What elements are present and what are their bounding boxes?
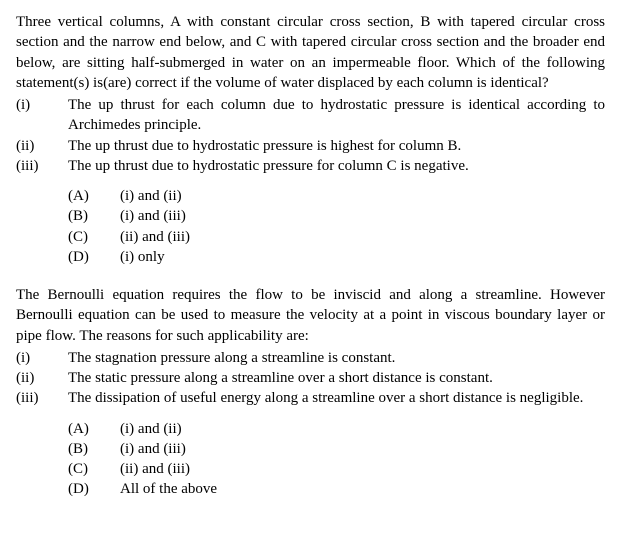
option-label: (C) — [68, 227, 120, 247]
option-row: (C) (ii) and (iii) — [68, 459, 605, 479]
option-text: All of the above — [120, 479, 217, 499]
statement-text: The dissipation of useful energy along a… — [68, 388, 605, 408]
option-label: (C) — [68, 459, 120, 479]
statement-label: (ii) — [16, 136, 68, 156]
option-text: (i) and (ii) — [120, 186, 182, 206]
question-1-options: (A) (i) and (ii) (B) (i) and (iii) (C) (… — [68, 186, 605, 267]
option-text: (i) only — [120, 247, 165, 267]
question-1: Three vertical columns, A with constant … — [16, 12, 605, 267]
option-text: (i) and (iii) — [120, 439, 186, 459]
option-text: (ii) and (iii) — [120, 227, 190, 247]
statement-text: The static pressure along a streamline o… — [68, 368, 605, 388]
statement-row: (iii) The up thrust due to hydrostatic p… — [16, 156, 605, 176]
option-text: (ii) and (iii) — [120, 459, 190, 479]
statement-row: (iii) The dissipation of useful energy a… — [16, 388, 605, 408]
option-row: (D) (i) only — [68, 247, 605, 267]
statement-row: (ii) The up thrust due to hydrostatic pr… — [16, 136, 605, 156]
option-row: (A) (i) and (ii) — [68, 419, 605, 439]
question-2-prompt: The Bernoulli equation requires the flow… — [16, 285, 605, 346]
statement-row: (ii) The static pressure along a streaml… — [16, 368, 605, 388]
option-label: (A) — [68, 419, 120, 439]
option-label: (B) — [68, 439, 120, 459]
option-row: (D) All of the above — [68, 479, 605, 499]
option-text: (i) and (ii) — [120, 419, 182, 439]
statement-label: (ii) — [16, 368, 68, 388]
option-label: (D) — [68, 247, 120, 267]
question-1-prompt: Three vertical columns, A with constant … — [16, 12, 605, 93]
statement-text: The up thrust due to hydrostatic pressur… — [68, 136, 605, 156]
statement-row: (i) The up thrust for each column due to… — [16, 95, 605, 136]
option-label: (D) — [68, 479, 120, 499]
statement-label: (i) — [16, 95, 68, 115]
question-1-statements: (i) The up thrust for each column due to… — [16, 95, 605, 176]
option-text: (i) and (iii) — [120, 206, 186, 226]
question-2-statements: (i) The stagnation pressure along a stre… — [16, 348, 605, 409]
question-2: The Bernoulli equation requires the flow… — [16, 285, 605, 500]
option-row: (B) (i) and (iii) — [68, 439, 605, 459]
statement-label: (iii) — [16, 156, 68, 176]
option-row: (C) (ii) and (iii) — [68, 227, 605, 247]
statement-text: The stagnation pressure along a streamli… — [68, 348, 605, 368]
question-2-options: (A) (i) and (ii) (B) (i) and (iii) (C) (… — [68, 419, 605, 500]
option-row: (B) (i) and (iii) — [68, 206, 605, 226]
statement-text: The up thrust for each column due to hyd… — [68, 95, 605, 136]
option-label: (B) — [68, 206, 120, 226]
statement-row: (i) The stagnation pressure along a stre… — [16, 348, 605, 368]
option-label: (A) — [68, 186, 120, 206]
statement-text: The up thrust due to hydrostatic pressur… — [68, 156, 605, 176]
statement-label: (iii) — [16, 388, 68, 408]
option-row: (A) (i) and (ii) — [68, 186, 605, 206]
statement-label: (i) — [16, 348, 68, 368]
